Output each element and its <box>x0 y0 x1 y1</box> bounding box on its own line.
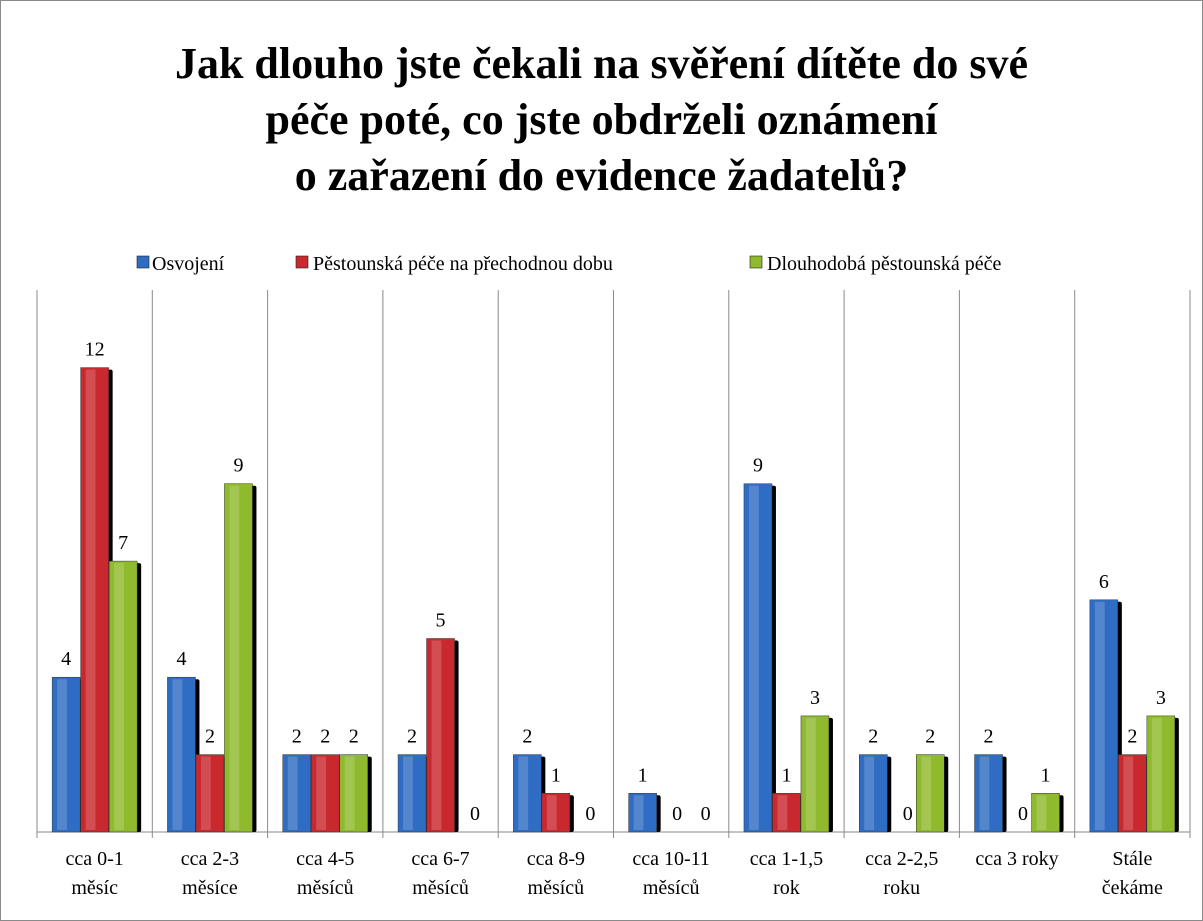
data-label: 2 <box>349 726 359 748</box>
x-tick-label: cca 3 roky <box>975 848 1059 870</box>
data-label: 1 <box>1041 764 1051 786</box>
bar-sheen <box>200 756 211 830</box>
bar-sheen <box>546 795 557 830</box>
data-label: 6 <box>1099 571 1109 593</box>
data-label: 2 <box>868 726 878 748</box>
data-label: 9 <box>233 455 243 477</box>
data-label: 2 <box>1127 726 1137 748</box>
data-label: 3 <box>1156 687 1166 709</box>
data-label: 2 <box>320 726 330 748</box>
data-label: 2 <box>407 726 417 748</box>
x-tick-label: cca 0-1 měsíc <box>65 848 124 899</box>
legend-swatch <box>136 255 150 269</box>
data-label: 0 <box>585 803 595 825</box>
data-label: 7 <box>118 532 128 554</box>
x-tick-label: cca 1-1,5 rok <box>749 848 824 899</box>
data-label: 1 <box>638 764 648 786</box>
bar-sheen <box>229 485 240 830</box>
bar-sheen <box>633 795 644 830</box>
bar <box>167 676 196 833</box>
bar-sheen <box>864 756 875 830</box>
x-tick-label: cca 4-5 měsíců <box>296 848 355 899</box>
bar <box>80 367 109 833</box>
bar-sheen <box>805 717 816 830</box>
legend-label: Pěstounská péče na přechodnou dobu <box>313 253 613 275</box>
legend-label: Osvojení <box>152 253 225 275</box>
x-tick-label: cca 2-2,5 roku <box>865 848 939 899</box>
bar <box>1031 793 1060 833</box>
bar-sheen <box>403 756 413 830</box>
bar <box>541 793 571 833</box>
bar <box>224 483 253 833</box>
x-tick-label: cca 8-9 měsíců <box>526 848 585 899</box>
chart-title: Jak dlouho jste čekali na svěření dítěte… <box>174 39 1029 200</box>
legend-swatch <box>295 255 309 269</box>
x-tick-label: cca 6-7 měsíců <box>411 848 470 899</box>
bar <box>397 754 427 833</box>
data-label: 0 <box>1018 803 1028 825</box>
bar <box>1146 715 1176 833</box>
bar <box>108 560 138 833</box>
bar <box>195 754 225 833</box>
data-label: 3 <box>810 687 820 709</box>
bar <box>1118 754 1147 833</box>
bar <box>51 676 81 833</box>
x-tick-label: Stále čekáme <box>1101 848 1163 899</box>
bar <box>339 754 368 833</box>
bar-sheen <box>172 679 183 830</box>
data-label: 0 <box>672 803 682 825</box>
bar-sheen <box>316 756 327 830</box>
bar-sheen <box>777 795 788 830</box>
bar-sheen <box>85 369 96 830</box>
data-label: 2 <box>925 726 935 748</box>
bar-sheen <box>57 679 67 830</box>
bar-sheen <box>921 756 932 830</box>
data-label: 2 <box>292 726 302 748</box>
legend-label: Dlouhodobá pěstounská péče <box>767 253 1002 275</box>
bar-sheen <box>1094 601 1105 830</box>
data-label: 2 <box>205 726 215 748</box>
bar <box>800 715 830 833</box>
data-label: 9 <box>753 455 763 477</box>
bar <box>1089 599 1119 833</box>
data-label: 12 <box>85 339 105 361</box>
bar-sheen <box>1036 795 1047 830</box>
bar-sheen <box>431 640 442 830</box>
data-label: 5 <box>436 610 446 632</box>
data-label: 2 <box>984 726 994 748</box>
bar-sheen <box>287 756 298 830</box>
bar <box>311 754 340 833</box>
data-label: 0 <box>701 803 711 825</box>
bar-sheen <box>1123 756 1134 830</box>
data-label: 0 <box>470 803 480 825</box>
bar-sheen <box>114 563 124 830</box>
data-label: 1 <box>781 764 791 786</box>
bar <box>513 754 542 833</box>
data-label: 4 <box>61 648 71 670</box>
bar <box>743 483 773 833</box>
data-label: 1 <box>551 764 561 786</box>
bar-sheen <box>1151 717 1162 830</box>
bar <box>772 793 801 833</box>
x-tick-label: cca 2-3 měsíce <box>180 848 240 899</box>
data-label: 4 <box>176 648 186 670</box>
bar-sheen <box>518 756 529 830</box>
bar-sheen <box>344 756 355 830</box>
x-tick-label: cca 10-11 měsíců <box>632 848 710 899</box>
data-label: 2 <box>522 726 532 748</box>
data-label: 0 <box>903 803 913 825</box>
bar <box>859 754 888 833</box>
bar-sheen <box>748 485 759 830</box>
bar <box>282 754 311 833</box>
bar <box>916 754 945 833</box>
bar <box>628 793 657 833</box>
bar-sheen <box>979 756 990 830</box>
bar <box>974 754 1003 833</box>
legend-swatch <box>749 255 763 269</box>
bar <box>426 638 455 833</box>
